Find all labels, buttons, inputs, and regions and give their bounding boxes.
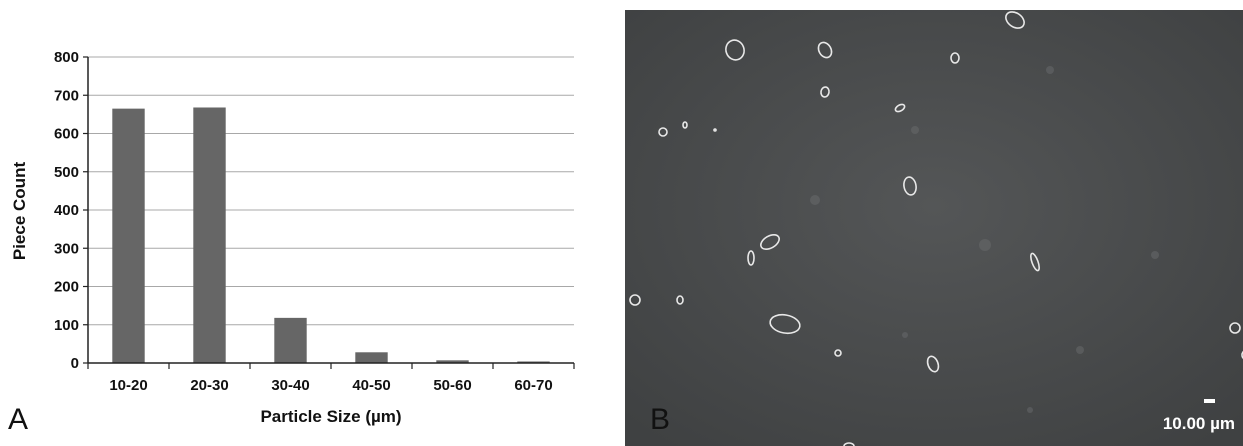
panel-label-b: B <box>650 403 671 436</box>
scale-bar-label: 10.00 µm <box>1162 414 1235 433</box>
particle-outline <box>769 313 801 335</box>
particle-outline <box>1229 322 1241 334</box>
y-tick-label: 600 <box>54 126 79 143</box>
particle-outline <box>682 121 688 129</box>
bar-chart: 0 100 200 300 400 500 600 700 800 10-20 20-30 30-40… <box>10 49 575 426</box>
chart-bars <box>112 107 550 364</box>
y-tick-label: 0 <box>71 355 79 372</box>
y-tick-label: 400 <box>54 202 79 219</box>
x-tick-label: 40-50 <box>352 377 390 394</box>
x-tick-label: 10-20 <box>109 377 147 394</box>
bar-20-30 <box>193 107 226 364</box>
x-tick-label: 20-30 <box>190 377 228 394</box>
particle-outline <box>1241 350 1243 360</box>
blurred-particle <box>979 239 991 251</box>
particle-outline <box>894 103 906 113</box>
y-tick-label: 700 <box>54 87 79 104</box>
chart-axes <box>83 56 575 369</box>
blurred-particle <box>911 126 919 134</box>
particle-outline <box>834 349 842 357</box>
y-tick-label: 300 <box>54 240 79 257</box>
particle-outline <box>629 294 641 306</box>
y-tick-label: 500 <box>54 164 79 181</box>
y-tick-label: 800 <box>54 49 79 66</box>
blurred-particle <box>1027 407 1033 413</box>
particle-outline <box>817 41 833 59</box>
micrograph-image: 10.00 µm <box>625 10 1243 446</box>
bar-40-50 <box>355 352 388 363</box>
blurred-particle <box>1076 346 1084 354</box>
particle-outline <box>820 86 830 98</box>
particle-outline <box>713 128 717 132</box>
blurred-particle <box>810 195 820 205</box>
particle-outline <box>1005 11 1025 29</box>
chart-gridlines <box>88 56 574 326</box>
particle-outline <box>1030 252 1040 272</box>
blurred-particle <box>1046 66 1054 74</box>
x-tick-label: 50-60 <box>433 377 471 394</box>
blurred-particle <box>902 332 908 338</box>
scale-bar <box>1204 399 1215 403</box>
bar-60-70 <box>517 361 550 363</box>
y-axis-title: Piece Count <box>10 162 29 261</box>
x-axis-title: Particle Size (µm) <box>260 407 401 426</box>
y-tick-label: 100 <box>54 317 79 334</box>
particle-outline <box>725 39 745 61</box>
particle-micrograph <box>625 10 1243 446</box>
y-tick-label: 200 <box>54 279 79 296</box>
particle-outline <box>676 295 684 305</box>
particle-outline <box>760 233 780 251</box>
chart-tick-labels: 0 100 200 300 400 500 600 700 800 10-20 20-30 30-40… <box>54 49 553 394</box>
particle-outline <box>843 442 855 446</box>
blurred-particle <box>1151 251 1159 259</box>
particle-outline <box>950 52 960 64</box>
bar-30-40 <box>274 317 307 363</box>
bar-50-60 <box>436 360 469 363</box>
particle-outline <box>747 250 755 266</box>
particle-outline <box>926 355 940 373</box>
bar-10-20 <box>112 108 145 363</box>
particle-outline <box>903 176 917 196</box>
x-tick-label: 30-40 <box>271 377 309 394</box>
particle-outline <box>658 127 668 137</box>
x-tick-label: 60-70 <box>514 377 552 394</box>
panel-label-a: A <box>8 403 29 436</box>
